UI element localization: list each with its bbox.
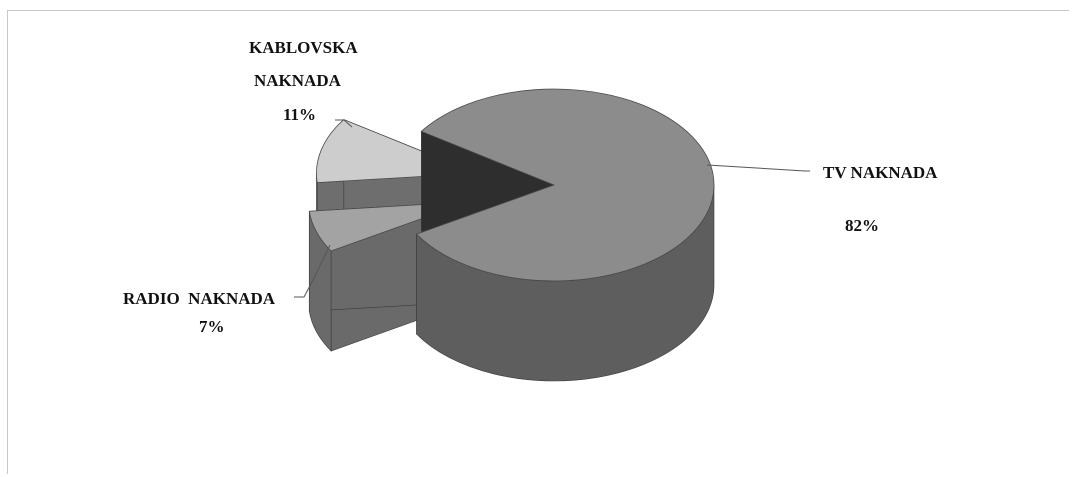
radio-slice-percent-label: 7% bbox=[199, 317, 225, 336]
radio-slice-name-label: RADIO NAKNADA bbox=[123, 289, 276, 308]
leader-line-kablovska bbox=[335, 119, 353, 128]
kablovska-slice-percent-label: 11% bbox=[283, 105, 316, 124]
leader-line-tv bbox=[706, 164, 810, 172]
tv-slice-name-label: TV NAKNADA bbox=[823, 163, 938, 182]
pie-slice-tv-top bbox=[415, 88, 715, 282]
tv-slice-percent-label: 82% bbox=[845, 216, 879, 235]
chart-frame bbox=[7, 10, 1069, 474]
kablovska-slice-name-line2: NAKNADA bbox=[254, 71, 342, 90]
pie-slice-tv bbox=[415, 88, 715, 382]
kablovska-slice-name-line1: KABLOVSKA bbox=[249, 38, 358, 57]
leader-line-radio bbox=[294, 244, 331, 298]
